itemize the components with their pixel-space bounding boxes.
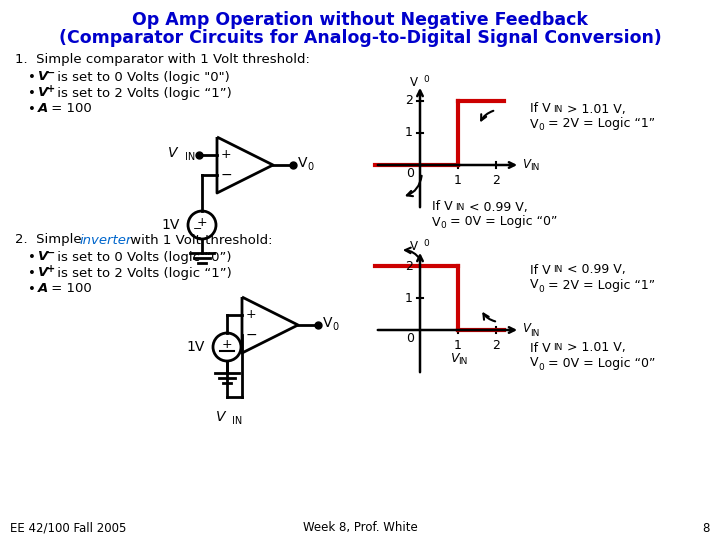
- Text: •: •: [28, 282, 36, 295]
- Text: EE 42/100 Fall 2005: EE 42/100 Fall 2005: [10, 522, 127, 535]
- Text: is set to 2 Volts (logic “1”): is set to 2 Volts (logic “1”): [53, 267, 232, 280]
- Text: +: +: [221, 148, 231, 161]
- Text: = 100: = 100: [47, 282, 91, 295]
- Text: 1.  Simple comparator with 1 Volt threshold:: 1. Simple comparator with 1 Volt thresho…: [15, 53, 310, 66]
- Text: +: +: [197, 217, 207, 230]
- Text: IN: IN: [455, 202, 464, 212]
- Text: IN: IN: [530, 164, 539, 172]
- Text: 0: 0: [307, 162, 313, 172]
- Text: IN: IN: [553, 105, 562, 113]
- Text: 2: 2: [405, 94, 413, 107]
- Text: 8: 8: [703, 522, 710, 535]
- Text: A: A: [38, 282, 48, 295]
- Text: Op Amp Operation without Negative Feedback: Op Amp Operation without Negative Feedba…: [132, 11, 588, 29]
- Text: = 2V = Logic “1”: = 2V = Logic “1”: [544, 279, 655, 292]
- Text: is set to 2 Volts (logic “1”): is set to 2 Volts (logic “1”): [53, 86, 232, 99]
- Text: IN: IN: [458, 357, 467, 367]
- Text: 0: 0: [406, 332, 414, 345]
- Text: If V: If V: [530, 341, 551, 354]
- Text: V: V: [38, 86, 48, 99]
- Text: V: V: [432, 215, 441, 228]
- Text: +: +: [246, 308, 256, 321]
- Text: V: V: [530, 356, 539, 369]
- Text: V: V: [522, 158, 530, 171]
- Text: 0: 0: [406, 167, 414, 180]
- Text: −: −: [47, 248, 55, 258]
- Text: −: −: [193, 224, 203, 234]
- Text: 0: 0: [538, 124, 544, 132]
- Text: −: −: [246, 328, 257, 342]
- Text: +: +: [222, 339, 233, 352]
- Text: 1V: 1V: [161, 218, 180, 232]
- Text: V: V: [298, 156, 307, 170]
- Text: V: V: [38, 251, 48, 264]
- Text: −: −: [47, 68, 55, 78]
- Text: V: V: [530, 279, 539, 292]
- Text: IN: IN: [185, 152, 195, 162]
- Text: with 1 Volt threshold:: with 1 Volt threshold:: [126, 233, 272, 246]
- Text: If V: If V: [530, 103, 551, 116]
- Text: 1: 1: [454, 339, 462, 352]
- Text: +: +: [47, 84, 55, 94]
- Text: = 0V = Logic “0”: = 0V = Logic “0”: [446, 215, 557, 228]
- Text: +: +: [47, 264, 55, 274]
- Text: > 1.01 V,: > 1.01 V,: [563, 341, 626, 354]
- Text: is set to 0 Volts (logic “0”): is set to 0 Volts (logic “0”): [53, 251, 232, 264]
- Text: V: V: [410, 240, 418, 253]
- Text: IN: IN: [232, 416, 242, 426]
- Text: 2: 2: [492, 339, 500, 352]
- Text: inverter: inverter: [80, 233, 132, 246]
- Text: < 0.99 V,: < 0.99 V,: [465, 200, 528, 213]
- Text: Week 8, Prof. White: Week 8, Prof. White: [302, 522, 418, 535]
- Text: 1: 1: [454, 174, 462, 187]
- Text: > 1.01 V,: > 1.01 V,: [563, 103, 626, 116]
- Text: V: V: [38, 71, 48, 84]
- Text: •: •: [28, 86, 36, 99]
- Text: •: •: [28, 103, 36, 116]
- Text: •: •: [28, 251, 36, 264]
- Text: V: V: [323, 316, 333, 330]
- Text: IN: IN: [553, 343, 562, 353]
- Text: IN: IN: [530, 328, 539, 338]
- Text: V: V: [530, 118, 539, 131]
- Text: = 100: = 100: [47, 103, 91, 116]
- Text: V: V: [410, 76, 418, 89]
- Text: V: V: [38, 267, 48, 280]
- Text: 2: 2: [405, 260, 413, 273]
- Text: 0: 0: [538, 362, 544, 372]
- Text: (Comparator Circuits for Analog-to-Digital Signal Conversion): (Comparator Circuits for Analog-to-Digit…: [58, 29, 662, 47]
- Text: 1V: 1V: [186, 340, 205, 354]
- Text: IN: IN: [553, 266, 562, 274]
- Text: = 0V = Logic “0”: = 0V = Logic “0”: [544, 356, 655, 369]
- Text: is set to 0 Volts (logic "0"): is set to 0 Volts (logic "0"): [53, 71, 230, 84]
- Text: 1: 1: [405, 126, 413, 139]
- Text: 0: 0: [332, 322, 338, 332]
- Text: V: V: [522, 322, 530, 335]
- Text: 2: 2: [492, 174, 500, 187]
- Text: V: V: [450, 352, 459, 365]
- Text: •: •: [28, 267, 36, 280]
- Text: 0: 0: [423, 75, 428, 84]
- Text: −: −: [220, 168, 232, 182]
- Text: If V: If V: [432, 200, 453, 213]
- Text: 1: 1: [405, 292, 413, 305]
- Text: 0: 0: [423, 240, 428, 248]
- Text: < 0.99 V,: < 0.99 V,: [563, 264, 626, 276]
- Text: 0: 0: [440, 221, 446, 231]
- Text: If V: If V: [530, 264, 551, 276]
- Text: V: V: [168, 146, 177, 160]
- Text: A: A: [38, 103, 48, 116]
- Text: = 2V = Logic “1”: = 2V = Logic “1”: [544, 118, 655, 131]
- Text: V: V: [215, 410, 225, 424]
- Text: 0: 0: [538, 285, 544, 294]
- Text: 2.  Simple: 2. Simple: [15, 233, 86, 246]
- Text: •: •: [28, 71, 36, 84]
